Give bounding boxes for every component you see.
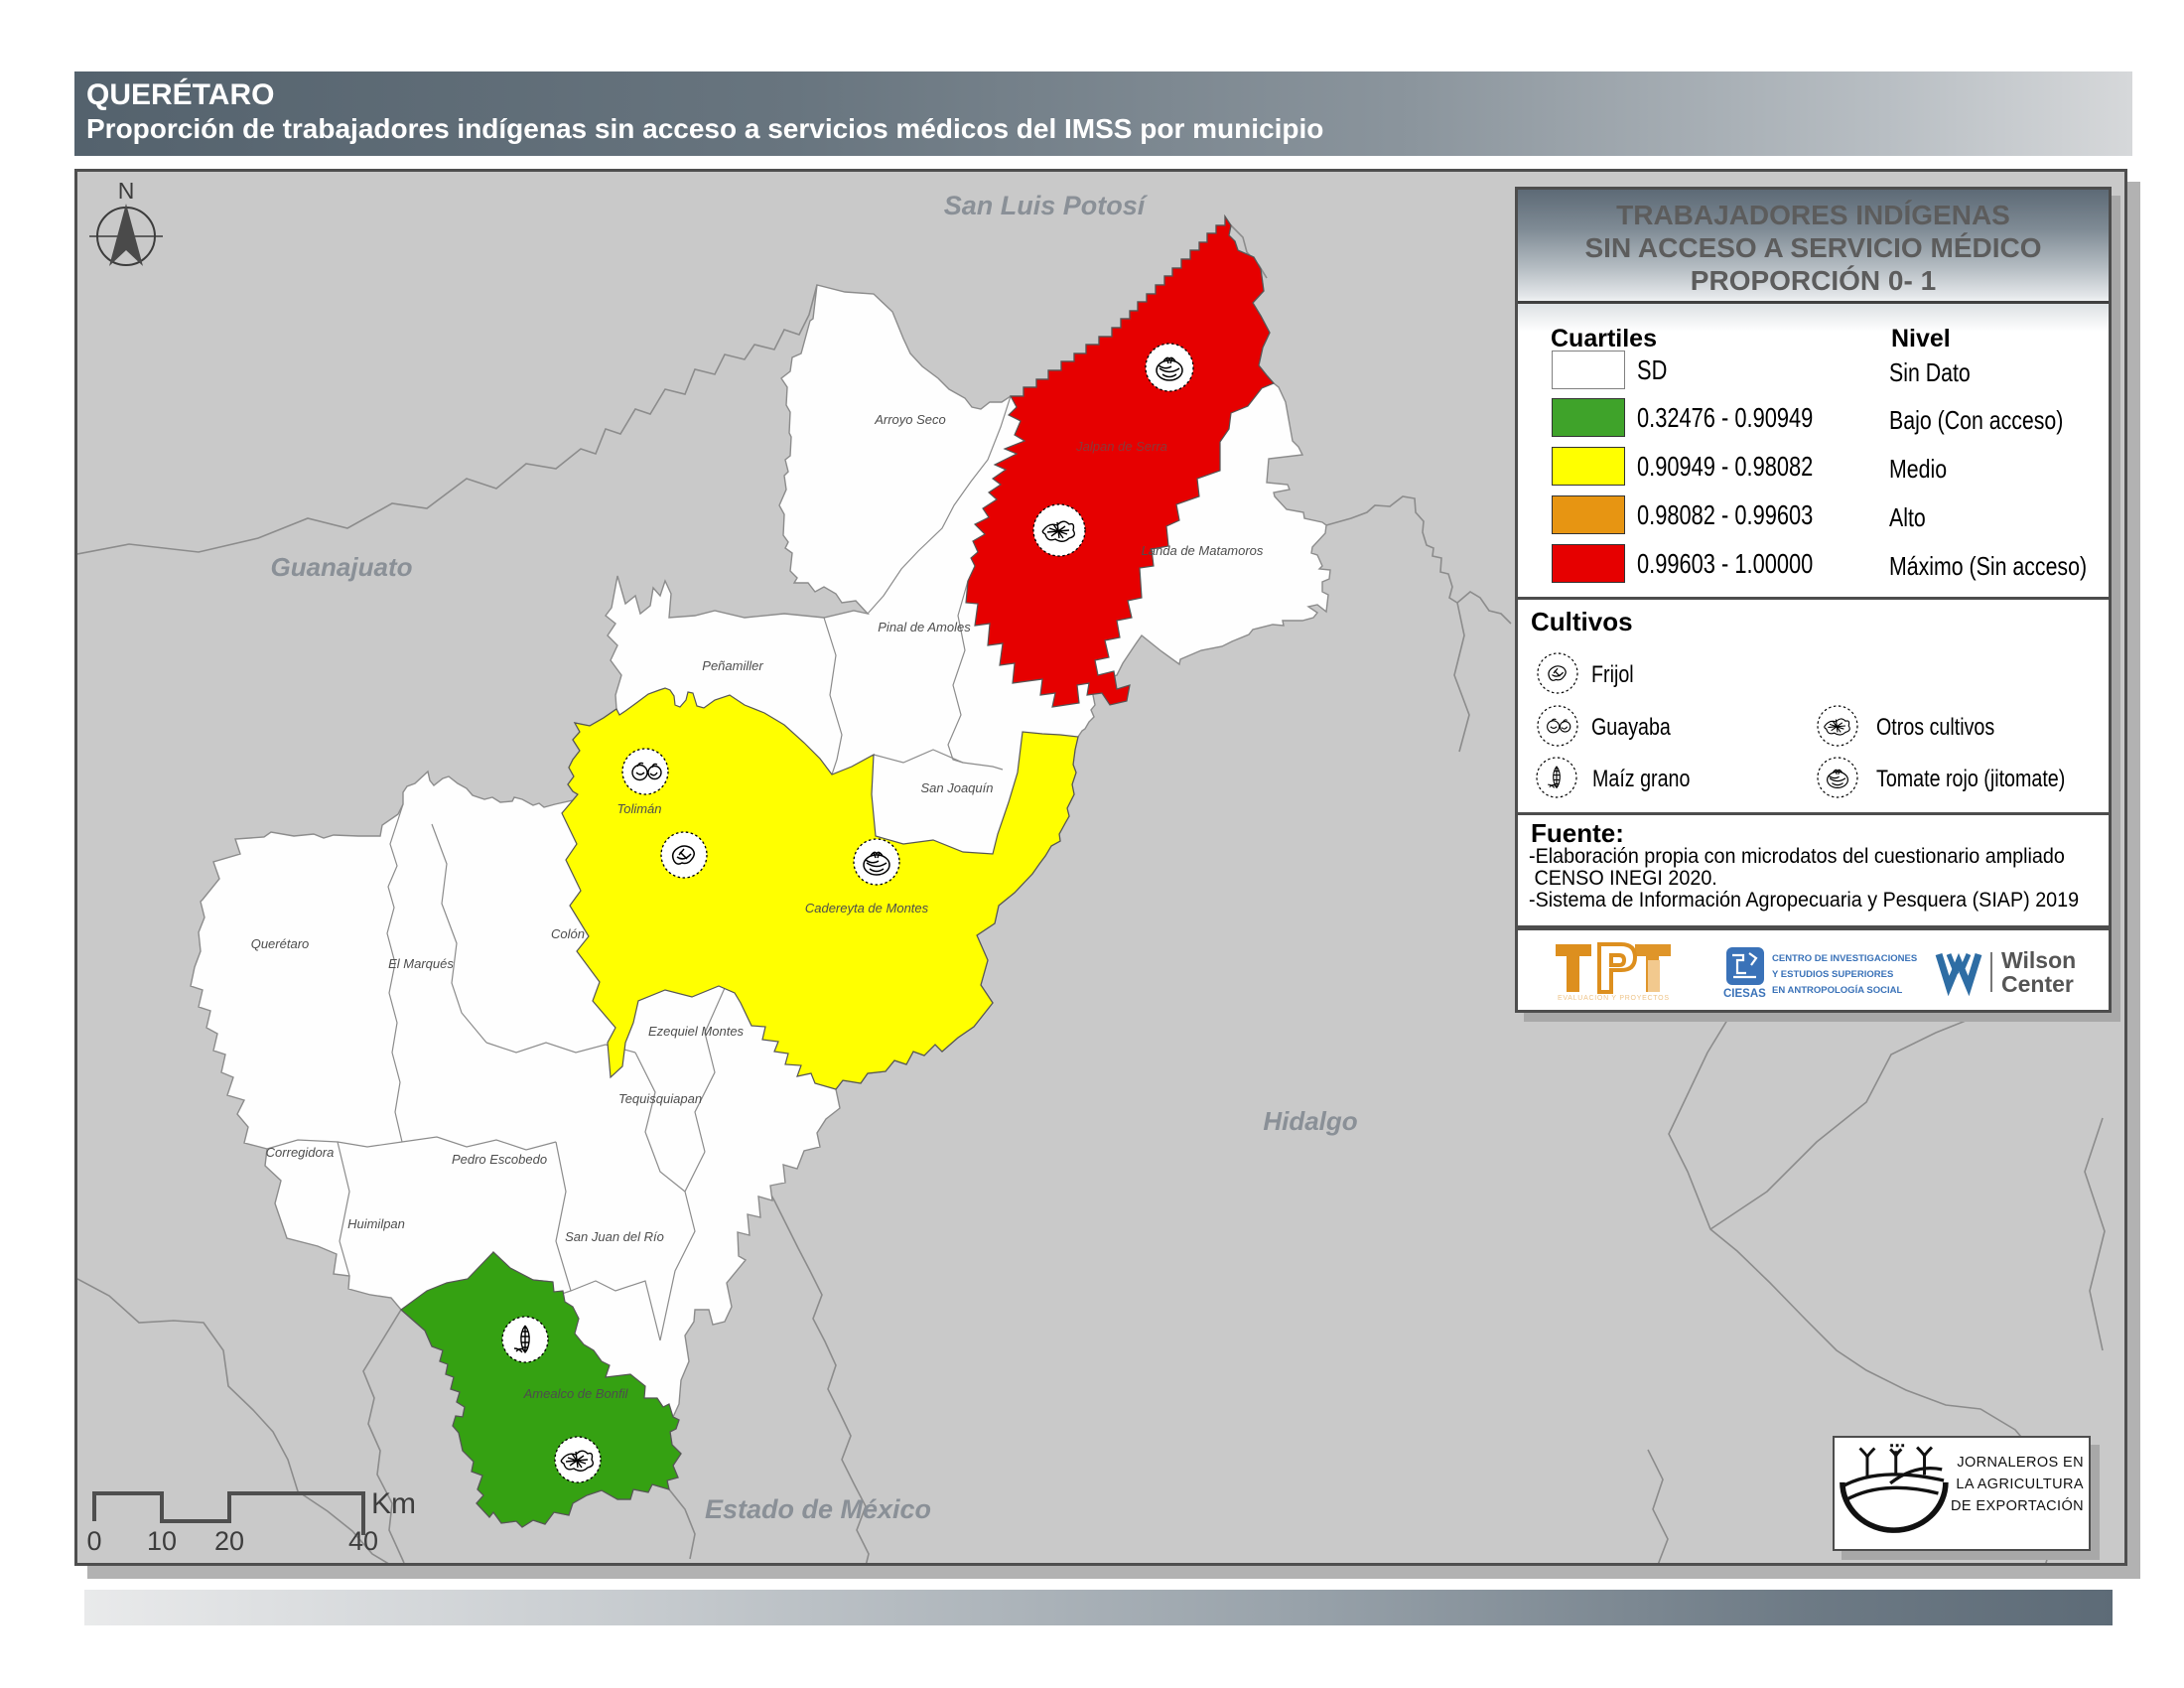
- svg-text:40: 40: [348, 1526, 378, 1556]
- svg-text:EN ANTROPOLOGÍA SOCIAL: EN ANTROPOLOGÍA SOCIAL: [1772, 985, 1902, 996]
- svg-text:Arroyo Seco: Arroyo Seco: [874, 412, 946, 427]
- svg-text:El Marqués: El Marqués: [388, 956, 454, 971]
- svg-text:Guanajuato: Guanajuato: [270, 552, 412, 582]
- svg-text:Colón: Colón: [551, 926, 585, 941]
- svg-text:Center: Center: [2001, 971, 2074, 997]
- svg-text:Estado de México: Estado de México: [705, 1494, 931, 1524]
- svg-text:Ezequiel Montes: Ezequiel Montes: [648, 1024, 745, 1039]
- svg-text:Corregidora: Corregidora: [266, 1145, 335, 1160]
- svg-text:20: 20: [214, 1526, 244, 1556]
- svg-text:Peñamiller: Peñamiller: [702, 658, 763, 673]
- svg-text:San Juan del Río: San Juan del Río: [565, 1229, 664, 1244]
- svg-text:CIESAS: CIESAS: [1723, 988, 1766, 1000]
- svg-text:Amealco de Bonfil: Amealco de Bonfil: [523, 1386, 629, 1401]
- svg-text:San Luis Potosí: San Luis Potosí: [944, 191, 1149, 220]
- svg-text:N: N: [118, 178, 135, 204]
- svg-text:0: 0: [86, 1526, 101, 1556]
- svg-text:CENTRO DE INVESTIGACIONES: CENTRO DE INVESTIGACIONES: [1772, 953, 1917, 964]
- svg-text:Huimilpan: Huimilpan: [347, 1216, 405, 1231]
- svg-text:10: 10: [147, 1526, 177, 1556]
- svg-text:San Joaquín: San Joaquín: [920, 780, 993, 795]
- svg-text:Landa de Matamoros: Landa de Matamoros: [1142, 543, 1264, 558]
- svg-text:Y ESTUDIOS SUPERIORES: Y ESTUDIOS SUPERIORES: [1772, 969, 1893, 980]
- svg-text:Hidalgo: Hidalgo: [1263, 1106, 1357, 1136]
- svg-text:EVALUACION Y PROYECTOS: EVALUACION Y PROYECTOS: [1558, 995, 1669, 1002]
- svg-text:Querétaro: Querétaro: [251, 936, 310, 951]
- svg-text:Tolimán: Tolimán: [616, 801, 661, 816]
- svg-text:Km: Km: [371, 1487, 416, 1520]
- svg-text:Pinal de Amoles: Pinal de Amoles: [878, 620, 971, 634]
- svg-text:Wilson: Wilson: [2001, 947, 2076, 973]
- svg-text:Cadereyta de Montes: Cadereyta de Montes: [805, 901, 929, 915]
- svg-text:Pedro Escobedo: Pedro Escobedo: [452, 1152, 547, 1167]
- svg-text:Tequisquiapan: Tequisquiapan: [618, 1091, 702, 1106]
- svg-text:Jalpan de Serra: Jalpan de Serra: [1075, 439, 1167, 454]
